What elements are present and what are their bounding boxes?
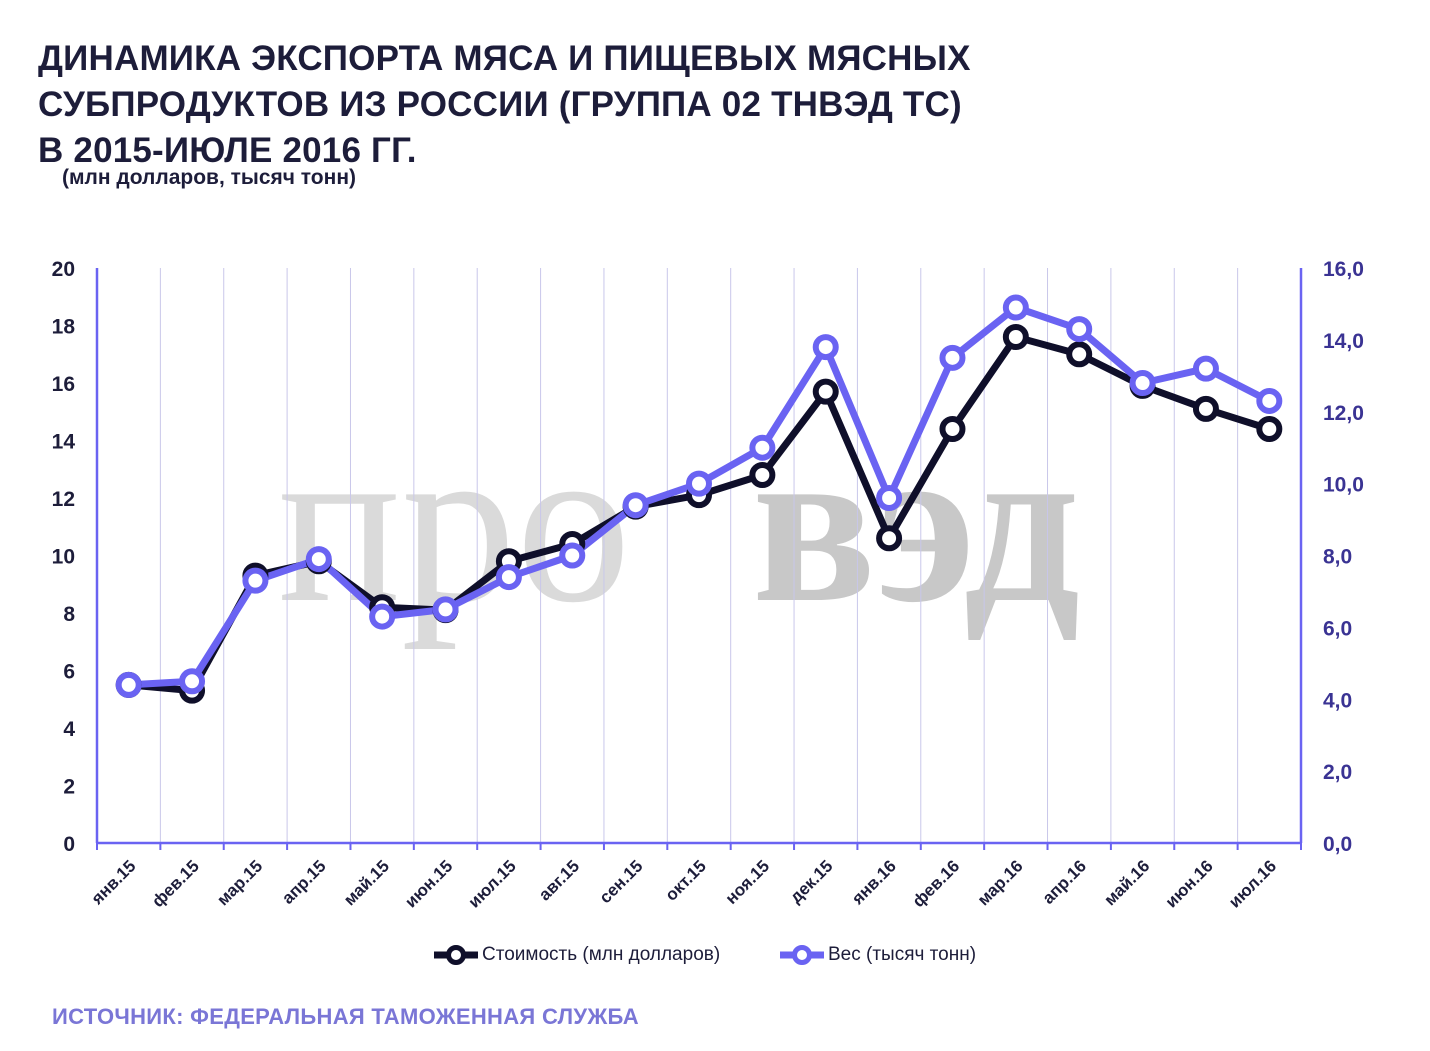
left-axis-tick-label: 14: [52, 431, 76, 454]
data-point-cost: [939, 416, 966, 442]
x-axis-tick-label: май.16: [1100, 856, 1153, 909]
data-point-weight: [1066, 316, 1093, 343]
data-point-weight: [1192, 355, 1219, 382]
x-axis-tick-label: янв.16: [847, 856, 900, 909]
x-axis-tick-label: сен.15: [596, 856, 647, 907]
x-axis-tick-label: май.15: [340, 856, 393, 909]
x-axis-tick-label: июн.15: [401, 856, 456, 911]
left-axis-tick-label: 10: [52, 546, 75, 569]
data-point-weight: [432, 596, 459, 623]
x-axis-tick-label: мар.16: [974, 856, 1027, 909]
data-point-weight: [939, 344, 966, 371]
data-point-weight: [1002, 294, 1029, 321]
x-axis-tick-label: авг.15: [535, 856, 583, 904]
left-axis-tick-label: 16: [52, 373, 75, 396]
right-axis-tick-label: 12,0: [1323, 402, 1364, 425]
left-axis-tick-label: 6: [63, 661, 75, 684]
data-point-cost: [1066, 341, 1093, 368]
data-point-weight: [115, 671, 142, 698]
data-point-weight: [876, 485, 903, 511]
right-axis-tick-label: 8,0: [1323, 546, 1352, 569]
data-point-cost: [876, 525, 903, 552]
title-line-3: В 2015-ИЮЛЕ 2016 ГГ.: [38, 131, 417, 170]
x-axis-tick-label: дек.15: [786, 856, 836, 906]
right-axis-tick-label: 16,0: [1323, 258, 1364, 281]
data-point-weight: [242, 567, 269, 594]
data-point-cost: [1256, 416, 1283, 442]
right-axis-tick-label: 10,0: [1323, 474, 1364, 497]
axes: [95, 268, 1303, 850]
right-axis-tick-label: 14,0: [1323, 330, 1364, 353]
left-axis-tick-label: 18: [52, 316, 76, 339]
data-point-weight: [495, 564, 522, 591]
right-axis-labels: 0,0 2,0 4,0 6,0 8,0 10,0 12,0 14,0 16,0: [1323, 258, 1364, 856]
legend-marker-weight: [780, 945, 824, 965]
chart-title: ДИНАМИКА ЭКСПОРТА МЯСА И ПИЩЕВЫХ МЯСНЫХ …: [38, 36, 971, 174]
left-axis-tick-label: 0: [63, 833, 75, 856]
x-axis-tick-label: янв.15: [87, 856, 140, 909]
data-point-weight: [559, 542, 586, 569]
left-axis-tick-label: 2: [63, 776, 75, 799]
x-axis-tick-label: апр.16: [1039, 856, 1090, 907]
x-axis-tick-label: окт.15: [661, 856, 709, 904]
data-point-weight: [1129, 370, 1156, 396]
x-axis-tick-label: фев.15: [148, 856, 203, 911]
data-point-weight: [622, 492, 649, 519]
x-axis-tick-label: июл.15: [465, 856, 520, 911]
x-axis-tick-label: мар.15: [213, 856, 266, 909]
legend-item-cost: Стоимость (млн долларов): [432, 940, 720, 970]
left-axis-tick-label: 8: [63, 603, 75, 626]
x-axis-labels: янв.15 фев.15 мар.15 апр.15 май.15 июн.15 июл.…: [87, 856, 1280, 911]
source-note: ИСТОЧНИК: ФЕДЕРАЛЬНАЯ ТАМОЖЕННАЯ СЛУЖБА: [52, 1004, 639, 1029]
x-axis-tick-label: июн.16: [1162, 856, 1217, 911]
legend-marker-cost: [434, 945, 478, 965]
x-axis-tick-label: июл.16: [1225, 856, 1280, 911]
left-axis-tick-label: 12: [52, 488, 75, 511]
data-point-weight: [369, 603, 396, 630]
x-axis-tick-label: фев.16: [909, 856, 964, 911]
left-axis-tick-label: 4: [63, 718, 75, 741]
data-point-weight: [686, 470, 712, 497]
legend-label-weight: Вес (тысяч тонн): [828, 944, 977, 965]
data-point-weight: [749, 434, 776, 461]
data-point-weight: [1256, 387, 1283, 414]
left-axis-tick-label: 20: [52, 258, 75, 281]
x-axis-tick-label: ноя.15: [722, 856, 774, 908]
left-axis-labels: 0 2 4 6 8 10 12 14 16 18 20: [52, 258, 76, 856]
legend-label-cost: Стоимость (млн долларов): [482, 944, 721, 965]
data-point-cost: [1192, 395, 1219, 422]
right-axis-tick-label: 6,0: [1323, 617, 1352, 640]
right-axis-tick-label: 0,0: [1323, 833, 1352, 856]
data-point-cost: [812, 378, 839, 405]
legend-item-weight: Вес (тысяч тонн): [778, 940, 976, 970]
data-point-weight: [179, 668, 206, 695]
title-line-2: СУБПРОДУКТОВ ИЗ РОССИИ (ГРУППА 02 ТНВЭД …: [38, 85, 962, 124]
data-point-cost: [1002, 324, 1029, 350]
x-axis-tick-label: апр.15: [278, 856, 329, 907]
title-line-1: ДИНАМИКА ЭКСПОРТА МЯСА И ПИЩЕВЫХ МЯСНЫХ: [38, 39, 971, 78]
data-point-weight: [305, 546, 332, 573]
chart-subtitle: (млн долларов, тысяч тонн): [62, 166, 356, 189]
series-points: [115, 294, 1283, 704]
right-axis-tick-label: 4,0: [1323, 689, 1352, 712]
right-axis-tick-label: 2,0: [1323, 761, 1352, 784]
data-point-cost: [749, 462, 776, 488]
data-point-weight: [812, 334, 839, 361]
legend: Стоимость (млн долларов) Вес (тысяч тонн…: [0, 940, 1430, 972]
